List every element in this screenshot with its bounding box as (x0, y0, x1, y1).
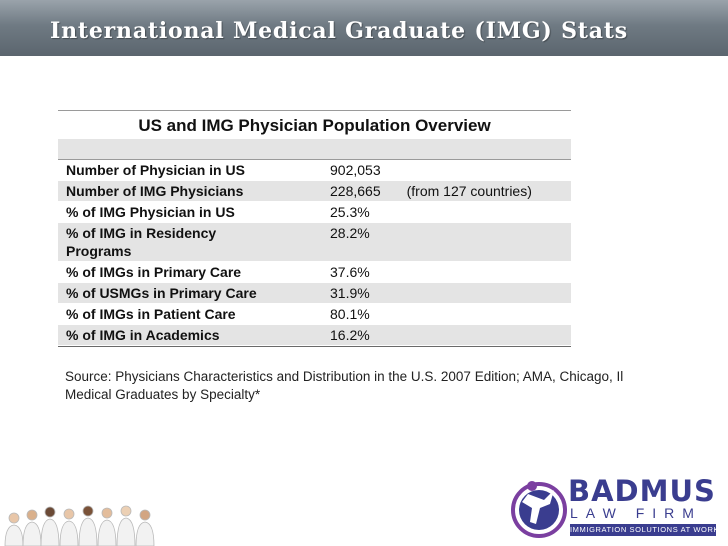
table-row: % of IMGs in Primary Care 37.6% (58, 262, 571, 283)
table-row: % of IMGs in Patient Care 80.1% (58, 304, 571, 325)
table-row: % of IMG in Academics 16.2% (58, 325, 571, 346)
table-row: Number of IMG Physicians 228,665 (from 12… (58, 181, 571, 202)
doctor-figure (116, 505, 136, 546)
title-banner: International Medical Graduate (IMG) Sta… (0, 0, 728, 56)
source-note: Source: Physicians Characteristics and D… (65, 368, 655, 404)
source-line: Medical Graduates by Specialty* (65, 387, 261, 402)
doctor-figure (4, 512, 24, 546)
doctor-figure (59, 508, 79, 546)
row-value: 25.3% (330, 204, 370, 220)
table-bottom-rule (58, 346, 571, 347)
table-top-rule (58, 110, 571, 111)
doctor-figure (40, 506, 60, 546)
stats-table: US and IMG Physician Population Overview… (58, 110, 571, 347)
row-label: % of IMG in Residency Programs (66, 225, 217, 259)
row-label: % of IMG Physician in US (66, 204, 235, 220)
logo-subtitle: LAW FIRM (570, 505, 702, 521)
table-row: Number of Physician in US 902,053 (58, 160, 571, 181)
doctor-figure (22, 509, 42, 546)
row-label: % of IMG in Academics (66, 327, 220, 343)
table-spacer-row (58, 139, 571, 160)
row-value: 16.2% (330, 327, 370, 343)
row-label: % of IMGs in Primary Care (66, 264, 242, 280)
row-value: 28.2% (330, 225, 370, 241)
doctor-figure (135, 509, 155, 546)
doctor-figure (97, 507, 117, 546)
doctor-figure (78, 505, 98, 546)
logo-name: BADMUS (568, 474, 716, 508)
table-row: % of IMG Physician in US 25.3% (58, 202, 571, 223)
logo-emblem-icon (511, 481, 567, 538)
table-title: US and IMG Physician Population Overview (138, 116, 491, 135)
row-value: 228,665 (330, 183, 381, 199)
page-title: International Medical Graduate (IMG) Sta… (50, 18, 628, 44)
logo-tagline: IMMIGRATION SOLUTIONS AT WORK (570, 524, 720, 536)
badmus-logo: BADMUS LAW FIRM IMMIGRATION SOLUTIONS AT… (510, 472, 720, 544)
row-label: % of USMGs in Primary Care (66, 285, 257, 301)
row-label: Number of Physician in US (66, 162, 245, 178)
table-row: % of IMG in Residency Programs 28.2% (58, 223, 571, 262)
row-label: Number of IMG Physicians (66, 183, 244, 199)
row-value: 80.1% (330, 306, 370, 322)
doctors-illustration (4, 505, 155, 546)
source-line: Source: Physicians Characteristics and D… (65, 369, 624, 384)
row-note: (from 127 countries) (406, 183, 532, 199)
row-value: 902,053 (330, 162, 381, 178)
row-label: % of IMGs in Patient Care (66, 306, 236, 322)
table-row: % of USMGs in Primary Care 31.9% (58, 283, 571, 304)
row-value: 31.9% (330, 285, 370, 301)
row-value: 37.6% (330, 264, 370, 280)
